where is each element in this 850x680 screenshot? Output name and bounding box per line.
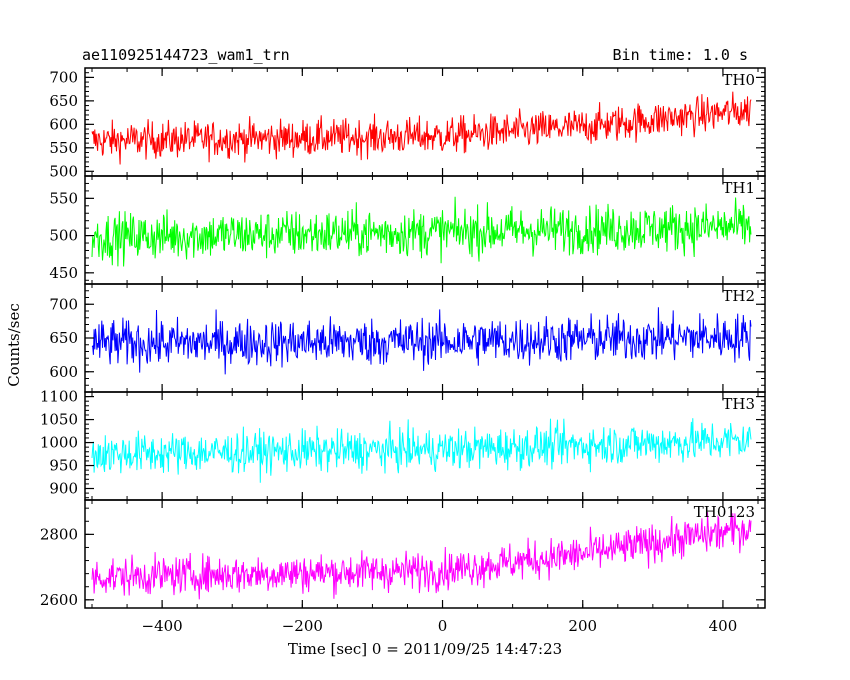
y-tick-label: 650 — [49, 92, 78, 110]
series-line-th3 — [91, 418, 752, 483]
x-tick-label: 0 — [438, 617, 448, 635]
series-label: TH2 — [722, 287, 755, 305]
y-tick-label: 650 — [49, 329, 78, 347]
x-tick-label: 400 — [709, 617, 738, 635]
y-tick-label: 500 — [49, 227, 78, 245]
y-tick-label: 500 — [49, 162, 78, 180]
panel-th3: TH3 900 950 1000 1050 1100 — [40, 388, 766, 501]
series-line-th1 — [91, 196, 752, 267]
y-tick-label: 1100 — [40, 388, 78, 406]
y-tick-label: 700 — [49, 295, 78, 313]
panel-th0: TH0 500 550 600 650 700 — [49, 67, 766, 180]
series-line-th0 — [91, 91, 752, 165]
series-label: TH1 — [722, 179, 755, 197]
y-tick-label: 550 — [49, 189, 78, 207]
y-tick-label: 550 — [49, 139, 78, 157]
x-axis-ticks: −400 −200 0 200 400 — [142, 617, 738, 635]
series-label: TH3 — [722, 395, 755, 413]
panel-frame — [84, 67, 766, 177]
x-tick-label: −200 — [282, 617, 323, 635]
x-tick-label: −400 — [142, 617, 183, 635]
series-label: TH0123 — [694, 503, 755, 521]
panel-th2: TH2 600 650 700 — [49, 283, 766, 393]
panel-frame — [84, 391, 766, 501]
panel-th1: TH1 450 500 550 — [49, 175, 766, 285]
x-axis-label: Time [sec] 0 = 2011/09/25 14:47:23 — [288, 640, 562, 658]
y-tick-label: 2600 — [40, 591, 78, 609]
y-tick-label: 600 — [49, 115, 78, 133]
panel-frame — [84, 499, 766, 609]
series-label: TH0 — [722, 71, 755, 89]
series-line-th2 — [91, 307, 752, 375]
y-tick-label: 950 — [49, 457, 78, 475]
y-tick-label: 700 — [49, 68, 78, 86]
y-axis-label: Counts/sec — [5, 303, 23, 387]
figure-title-left: ae110925144723_wam1_trn — [82, 46, 290, 64]
y-tick-label: 1050 — [40, 411, 78, 429]
x-tick-label: 200 — [568, 617, 597, 635]
y-tick-label: 450 — [49, 264, 78, 282]
y-tick-label: 900 — [49, 480, 78, 498]
figure-title-right: Bin time: 1.0 s — [613, 46, 748, 64]
panel-th0123: TH0123 2600 2800 — [40, 499, 766, 609]
panels: TH0 500 550 600 650 700 TH1 450 500 550 TH2 600 650 7… — [40, 67, 766, 609]
y-tick-label: 2800 — [40, 525, 78, 543]
y-tick-label: 600 — [49, 363, 78, 381]
y-tick-label: 1000 — [40, 434, 78, 452]
series-line-th0123 — [91, 510, 752, 600]
